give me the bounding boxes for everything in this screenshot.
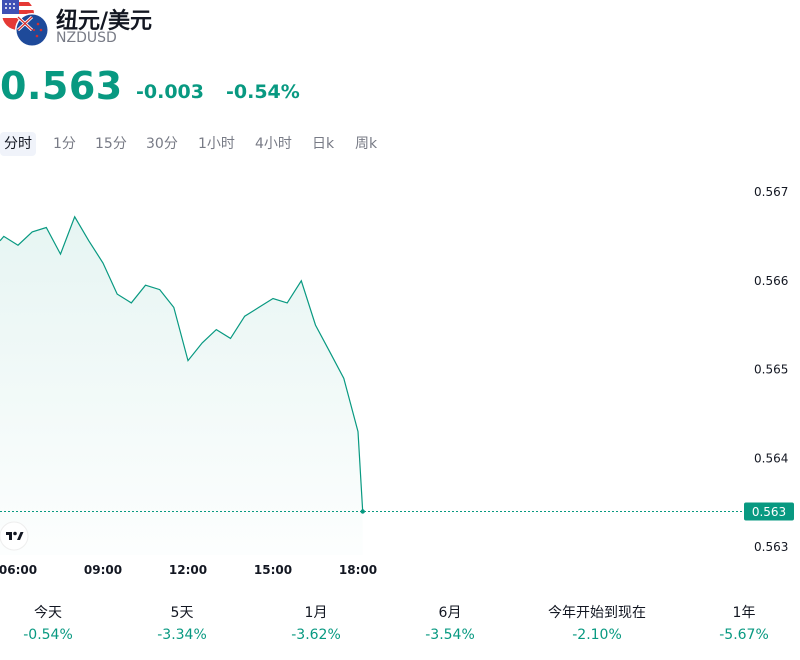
y-axis-tick-label: 0.565 bbox=[754, 363, 788, 377]
tab-daily[interactable]: 日k bbox=[312, 136, 335, 152]
price-chart[interactable]: 0.567 0.566 0.565 0.564 0.563 06:00 09:00 12:0… bbox=[0, 170, 800, 590]
y-axis-tick-label: 0.567 bbox=[754, 185, 788, 199]
x-axis-tick-label: 18:00 bbox=[339, 563, 377, 577]
period-label: 5天 bbox=[170, 605, 194, 621]
tab-4hour[interactable]: 4小时 bbox=[255, 136, 292, 152]
tradingview-logo-icon[interactable] bbox=[0, 521, 29, 551]
period-value: -0.54% bbox=[23, 627, 73, 643]
period-value: -3.62% bbox=[291, 627, 341, 643]
last-price-label: 0.563 bbox=[752, 505, 786, 519]
period-label: 今天 bbox=[34, 605, 62, 621]
currency-flags-icon bbox=[2, 0, 49, 47]
tab-30min[interactable]: 30分 bbox=[146, 136, 178, 152]
y-axis-tick-label: 0.563 bbox=[754, 540, 788, 554]
price-change: -0.003 bbox=[136, 81, 204, 103]
tab-1min[interactable]: 1分 bbox=[53, 136, 76, 152]
period-value: -3.54% bbox=[425, 627, 475, 643]
period-5days[interactable]: 5天 -3.34% bbox=[117, 602, 247, 646]
instrument-title: 纽元/美元 bbox=[56, 9, 153, 34]
performance-periods: 今天 -0.54% 5天 -3.34% 1月 -3.62% 6月 -3.54% … bbox=[0, 602, 800, 652]
period-1year[interactable]: 1年 -5.67% bbox=[679, 602, 800, 646]
period-value: -3.34% bbox=[157, 627, 207, 643]
y-axis-tick-label: 0.566 bbox=[754, 274, 788, 288]
instrument-symbol: NZDUSD bbox=[56, 30, 117, 46]
period-1month[interactable]: 1月 -3.62% bbox=[251, 602, 381, 646]
period-label: 6月 bbox=[438, 605, 462, 621]
period-ytd[interactable]: 今年开始到现在 -2.10% bbox=[532, 602, 662, 646]
y-axis-tick-label: 0.564 bbox=[754, 451, 788, 465]
x-axis-tick-label: 06:00 bbox=[0, 563, 37, 577]
x-axis-tick-label: 15:00 bbox=[254, 563, 292, 577]
tab-1hour[interactable]: 1小时 bbox=[198, 136, 235, 152]
period-today[interactable]: 今天 -0.54% bbox=[0, 602, 113, 646]
period-6months[interactable]: 6月 -3.54% bbox=[385, 602, 515, 646]
last-price-badge bbox=[744, 502, 794, 521]
price-line bbox=[0, 215, 364, 512]
tab-weekly[interactable]: 周k bbox=[355, 136, 378, 152]
last-price-dot bbox=[360, 509, 365, 514]
price-change-percent: -0.54% bbox=[226, 81, 300, 103]
price-area-fill bbox=[0, 216, 363, 556]
current-price: 0.563 bbox=[0, 64, 123, 108]
period-value: -2.10% bbox=[572, 627, 622, 643]
period-label: 1月 bbox=[304, 605, 328, 621]
tab-15min[interactable]: 15分 bbox=[95, 136, 127, 152]
period-label: 1年 bbox=[732, 605, 756, 621]
x-axis-tick-label: 09:00 bbox=[84, 563, 122, 577]
tab-intraday[interactable]: 分时 bbox=[0, 132, 36, 156]
x-axis-tick-label: 12:00 bbox=[169, 563, 207, 577]
period-label: 今年开始到现在 bbox=[548, 605, 646, 621]
period-value: -5.67% bbox=[719, 627, 769, 643]
